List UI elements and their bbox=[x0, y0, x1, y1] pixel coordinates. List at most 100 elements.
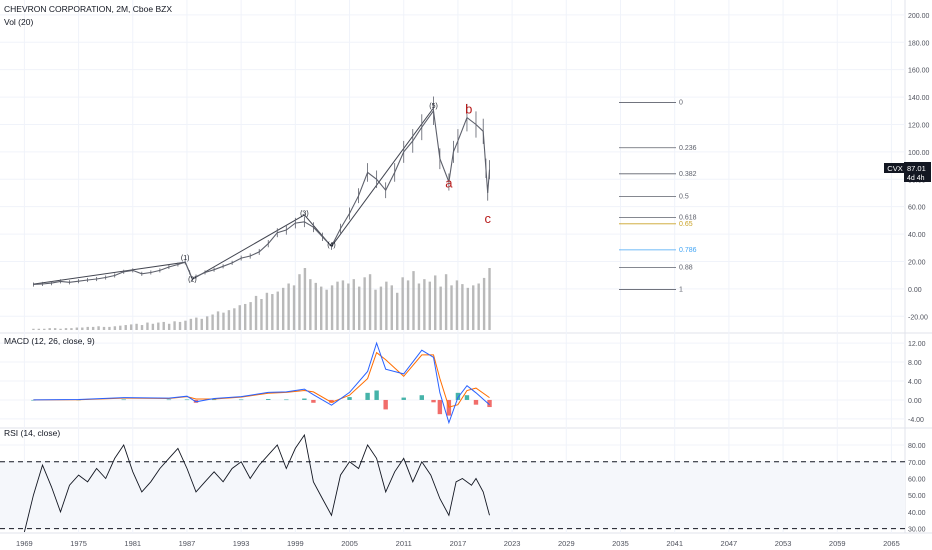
volume-bar bbox=[86, 326, 89, 330]
volume-bar bbox=[265, 292, 269, 330]
axes: 1969 1975 1981 1987 1993 1999 2005 2011 2017 2023… bbox=[16, 13, 929, 548]
volume-bar bbox=[59, 328, 62, 330]
macd-histogram-bar bbox=[383, 399, 388, 410]
x-tick-label: 1987 bbox=[179, 539, 196, 548]
macd-y-tick: 0.00 bbox=[908, 398, 922, 405]
volume-bar bbox=[303, 268, 307, 330]
macd-line bbox=[33, 341, 490, 425]
volume-bar bbox=[482, 277, 486, 330]
volume-bar bbox=[320, 286, 323, 330]
price-badge-countdown: 4d 4h bbox=[907, 175, 925, 182]
fib-level-label: 1 bbox=[679, 287, 683, 294]
volume-bar bbox=[271, 294, 274, 330]
volume-bar bbox=[91, 326, 95, 330]
rsi-y-tick: 50.00 bbox=[908, 493, 926, 500]
volume-bar bbox=[347, 283, 350, 330]
wave-label: (1) bbox=[181, 255, 190, 262]
volume-bar bbox=[385, 281, 388, 330]
volume-bar bbox=[205, 316, 209, 330]
volume-bar bbox=[314, 282, 317, 330]
price-y-tick: 180.00 bbox=[908, 40, 930, 47]
volume-bar bbox=[412, 271, 415, 330]
volume-bar bbox=[140, 325, 144, 330]
price-y-tick: -20.00 bbox=[908, 314, 928, 321]
x-tick-label: 2035 bbox=[612, 539, 629, 548]
x-tick-label: 2059 bbox=[829, 539, 846, 548]
macd-histogram-bar bbox=[329, 399, 334, 403]
price-y-tick: 0.00 bbox=[908, 287, 922, 294]
rsi-indicator-label[interactable]: RSI (14, close) bbox=[4, 428, 60, 438]
macd-histogram-bar bbox=[365, 392, 370, 400]
fib-level-label: 0 bbox=[679, 100, 683, 107]
volume-bar bbox=[450, 285, 453, 330]
volume-bar bbox=[472, 285, 475, 330]
macd-histogram-bar bbox=[166, 399, 172, 401]
volume-bar bbox=[113, 326, 117, 330]
volume-bar bbox=[32, 328, 35, 330]
volume-bar bbox=[48, 328, 51, 330]
macd-y-tick: 12.00 bbox=[908, 341, 926, 348]
macd-histogram-bar bbox=[266, 399, 271, 400]
fib-level-label: 0.236 bbox=[679, 145, 697, 152]
volume-bar bbox=[363, 277, 366, 330]
volume-bar bbox=[379, 286, 383, 330]
volume-bar bbox=[423, 279, 426, 330]
price-y-tick: 100.00 bbox=[908, 150, 930, 157]
x-tick-label: 2017 bbox=[450, 539, 467, 548]
volume-bar bbox=[396, 292, 399, 330]
macd-histogram-bar bbox=[184, 399, 190, 401]
rsi-line bbox=[23, 433, 490, 533]
volume-bar bbox=[157, 322, 160, 330]
macd-histogram-bar bbox=[437, 399, 443, 415]
rsi-y-tick: 40.00 bbox=[908, 510, 926, 517]
volume-bar bbox=[167, 323, 171, 330]
volume-bar bbox=[243, 303, 247, 330]
volume-bar bbox=[401, 277, 404, 330]
volume-bar bbox=[417, 283, 421, 330]
x-tick-label: 2047 bbox=[721, 539, 738, 548]
symbol-title[interactable]: CHEVRON CORPORATION, 2M, Cboe BZX bbox=[4, 4, 172, 14]
volume-bar bbox=[233, 308, 236, 330]
volume-bar bbox=[428, 281, 432, 330]
volume-bar bbox=[216, 311, 220, 330]
rsi-pane bbox=[0, 433, 905, 533]
volume-bar bbox=[97, 326, 100, 330]
volume-bar bbox=[260, 299, 263, 330]
volume-bar bbox=[102, 326, 106, 330]
macd-histogram-bar bbox=[311, 399, 316, 403]
price-y-tick: 60.00 bbox=[908, 205, 926, 212]
volume-bar bbox=[173, 321, 176, 330]
price-y-tick: 120.00 bbox=[908, 122, 930, 129]
price-y-tick: 140.00 bbox=[908, 95, 930, 102]
volume-bar bbox=[292, 285, 296, 330]
macd-histogram-bar bbox=[121, 399, 126, 401]
volume-bar bbox=[211, 314, 214, 330]
volume-bar bbox=[477, 283, 480, 330]
wave-label: (3) bbox=[300, 211, 309, 218]
volume-indicator-label[interactable]: Vol (20) bbox=[4, 17, 33, 27]
x-tick-label: 2005 bbox=[341, 539, 358, 548]
x-tick-label: 2065 bbox=[883, 539, 900, 548]
x-tick-label: 1993 bbox=[233, 539, 250, 548]
fib-level-label: 0.382 bbox=[679, 171, 697, 178]
wave-label: (5) bbox=[429, 103, 438, 110]
volume-bar bbox=[336, 281, 339, 330]
volume-bar bbox=[341, 280, 345, 330]
volume-bar bbox=[43, 328, 46, 330]
volume-bar bbox=[352, 279, 355, 330]
wave-label: a bbox=[445, 175, 453, 190]
fib-level-label: 0.5 bbox=[679, 193, 689, 200]
volume-bar bbox=[406, 280, 410, 330]
volume-bar bbox=[162, 321, 165, 330]
price-line bbox=[33, 109, 491, 286]
volume-bar bbox=[309, 279, 312, 330]
price-y-tick: 40.00 bbox=[908, 232, 926, 239]
volume-bar bbox=[444, 274, 448, 330]
volume-bar bbox=[254, 295, 258, 330]
macd-indicator-label[interactable]: MACD (12, 26, close, 9) bbox=[4, 336, 95, 346]
volume-bar bbox=[178, 321, 182, 330]
price-badge bbox=[904, 162, 931, 182]
volume-bar bbox=[238, 305, 241, 330]
